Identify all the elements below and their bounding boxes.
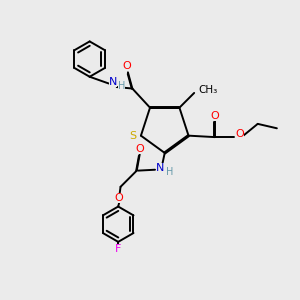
Text: N: N [109,77,117,87]
Text: CH₃: CH₃ [199,85,218,95]
Text: N: N [156,163,164,173]
Text: F: F [115,244,122,254]
Text: O: O [211,111,219,121]
Text: H: H [166,167,173,177]
Text: H: H [118,81,125,91]
Text: O: O [235,129,244,139]
Text: O: O [135,143,144,154]
Text: S: S [129,131,137,141]
Text: O: O [122,61,131,71]
Text: O: O [115,193,124,203]
